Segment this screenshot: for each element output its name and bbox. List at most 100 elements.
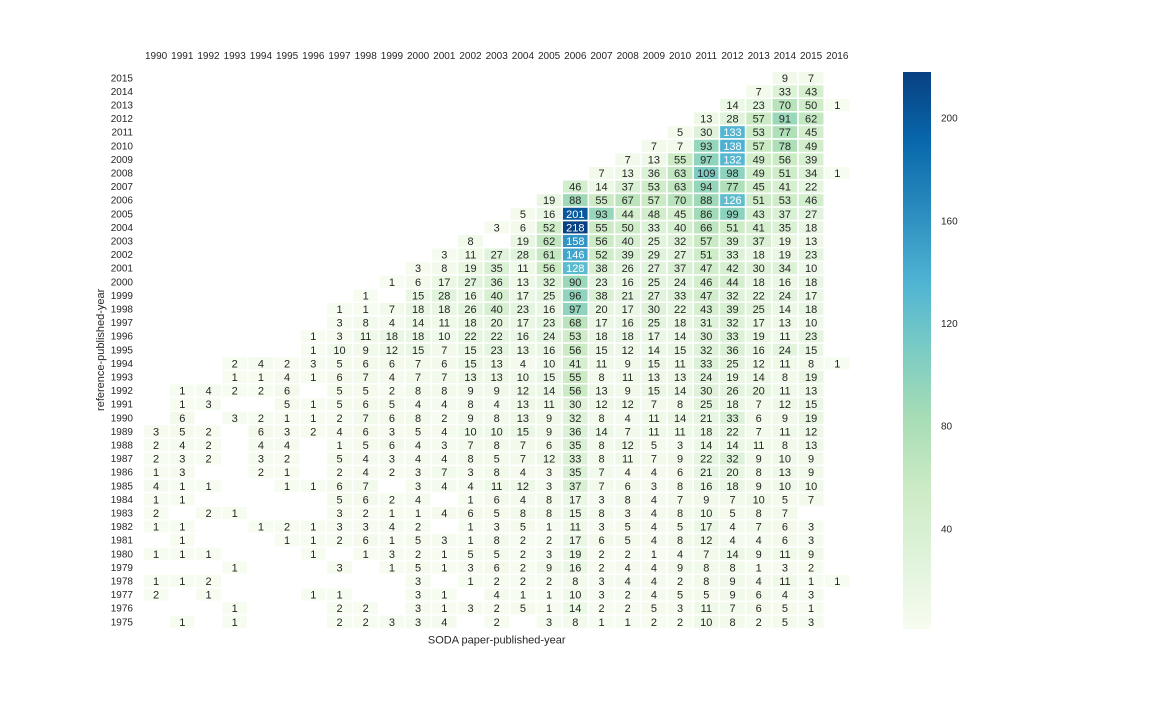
cell-value-label: 12 (543, 454, 555, 466)
cell-value-label: 32 (543, 277, 555, 289)
cell-value-label: 62 (805, 114, 817, 126)
y-tick-label: 1990 (111, 413, 134, 424)
cell-value-label: 8 (494, 467, 500, 479)
cell-value-label: 4 (441, 454, 447, 466)
cell-value-label: 46 (700, 277, 712, 289)
cell-value-label: 6 (389, 440, 395, 452)
y-tick-label: 1979 (111, 563, 134, 574)
cell-value-label: 14 (674, 413, 686, 425)
cell-value-label: 8 (598, 413, 604, 425)
cell-value-label: 12 (805, 426, 817, 438)
cell-value-label: 4 (729, 522, 735, 534)
cell-value-label: 28 (438, 290, 450, 302)
cell-value-label: 3 (389, 617, 395, 629)
cell-value-label: 1 (441, 562, 447, 574)
x-axis-label: SODA paper-published-year (428, 635, 566, 647)
cell-value-label: 4 (651, 522, 657, 534)
x-tick-label: 2001 (433, 51, 456, 62)
cell-value-label: 3 (389, 454, 395, 466)
x-tick-label: 2007 (590, 51, 613, 62)
cell-value-label: 17 (753, 318, 765, 330)
cell-value-label: 29 (648, 250, 660, 262)
cell-value-label: 1 (310, 331, 316, 343)
cell-value-label: 3 (546, 617, 552, 629)
cell-value-label: 3 (677, 603, 683, 615)
cell-value-label: 17 (622, 304, 634, 316)
cell-value-label: 11 (596, 358, 607, 370)
cell-value-label: 6 (520, 222, 526, 234)
cell-value-label: 3 (677, 440, 683, 452)
x-tick-label: 1999 (381, 51, 404, 62)
cell-value-label: 55 (595, 195, 607, 207)
y-tick-label: 1975 (111, 617, 134, 628)
cell-value-label: 5 (520, 209, 526, 221)
cell-value-label: 5 (677, 127, 683, 139)
cell-value-label: 15 (595, 345, 607, 357)
cell-value-label: 6 (441, 358, 447, 370)
cell-value-label: 51 (726, 222, 738, 234)
cell-value-label: 62 (543, 236, 555, 248)
y-tick-label: 1991 (111, 400, 134, 411)
cell-value-label: 13 (595, 386, 607, 398)
cell-value-label: 3 (415, 263, 421, 275)
cell-value-label: 10 (700, 508, 712, 520)
cell-value-label: 2 (153, 440, 159, 452)
cell-value-label: 2 (205, 576, 211, 588)
heatmap-cell (482, 614, 511, 630)
y-tick-label: 2011 (111, 128, 133, 139)
cell-value-label: 25 (648, 318, 660, 330)
y-tick-label: 1995 (111, 345, 134, 356)
cell-value-label: 19 (805, 372, 817, 384)
y-tick-label: 1976 (111, 604, 134, 615)
cell-value-label: 24 (543, 331, 555, 343)
cell-value-label: 8 (703, 562, 709, 574)
cell-value-label: 49 (805, 141, 817, 153)
cell-value-label: 14 (412, 318, 424, 330)
cell-value-label: 13 (648, 372, 660, 384)
cell-value-label: 70 (779, 100, 791, 112)
cell-value-label: 6 (363, 535, 369, 547)
cell-value-label: 11 (360, 331, 371, 343)
cell-value-label: 33 (648, 222, 660, 234)
cell-value-label: 4 (284, 372, 290, 384)
cell-value-label: 9 (729, 590, 735, 602)
cell-value-label: 49 (753, 168, 765, 180)
cell-value-label: 35 (569, 440, 581, 452)
cell-value-label: 34 (779, 263, 791, 275)
cell-value-label: 16 (464, 290, 476, 302)
cell-value-label: 33 (726, 413, 738, 425)
cell-value-label: 13 (517, 413, 529, 425)
cell-value-label: 51 (700, 250, 712, 262)
cell-value-label: 5 (336, 494, 342, 506)
cell-value-label: 36 (491, 277, 503, 289)
cell-value-label: 51 (779, 168, 791, 180)
cell-value-label: 2 (808, 562, 814, 574)
cell-value-label: 2 (520, 562, 526, 574)
cell-value-label: 128 (566, 263, 584, 275)
cell-value-label: 9 (625, 358, 631, 370)
cell-value-label: 2 (389, 386, 395, 398)
cell-value-label: 15 (464, 345, 476, 357)
cell-value-label: 3 (441, 535, 447, 547)
cell-value-label: 7 (363, 481, 369, 493)
cell-value-label: 2 (625, 590, 631, 602)
cell-value-label: 4 (651, 508, 657, 520)
cell-value-label: 36 (726, 345, 738, 357)
y-tick-label: 1994 (111, 359, 134, 370)
heatmap-cell (325, 559, 354, 575)
cell-value-label: 3 (467, 467, 473, 479)
cell-value-label: 48 (648, 209, 660, 221)
cell-value-label: 14 (595, 182, 607, 194)
cell-value-label: 21 (700, 413, 712, 425)
cell-value-label: 1 (310, 549, 316, 561)
cell-value-label: 1 (834, 358, 840, 370)
cell-value-label: 36 (569, 426, 581, 438)
cell-value-label: 6 (677, 467, 683, 479)
cell-value-label: 1 (389, 535, 395, 547)
cell-value-label: 3 (389, 549, 395, 561)
y-tick-label: 1996 (111, 332, 134, 343)
cell-value-label: 2 (153, 590, 159, 602)
cell-value-label: 16 (622, 318, 634, 330)
heatmap-cell (194, 396, 223, 412)
